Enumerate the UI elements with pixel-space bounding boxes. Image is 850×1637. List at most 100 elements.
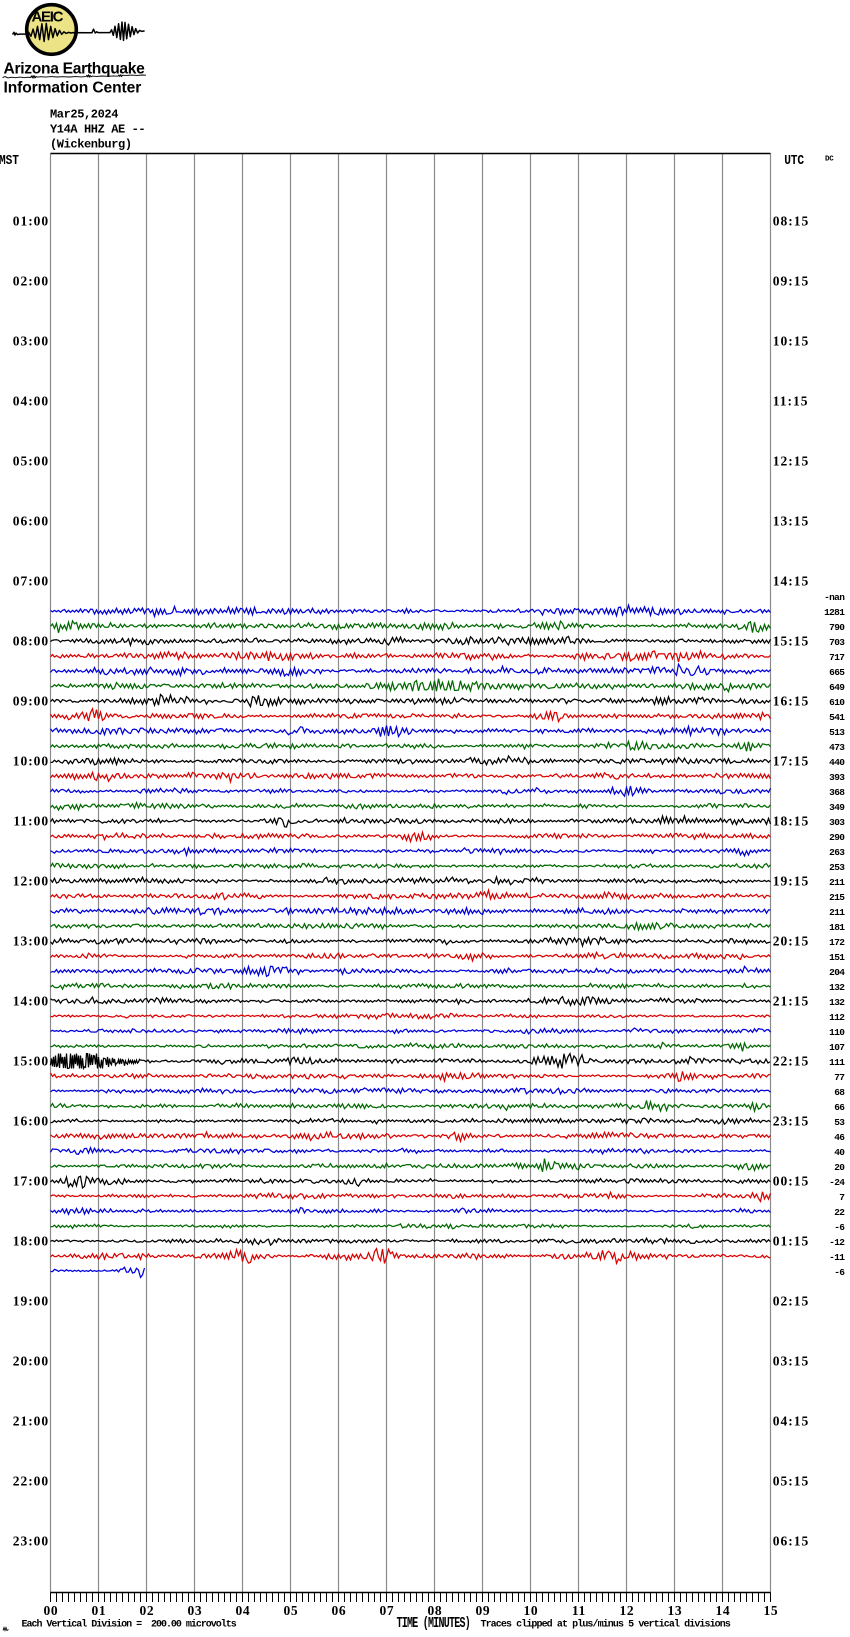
svg-text:132: 132 [829,997,845,1008]
svg-text:665: 665 [829,667,845,678]
svg-text:473: 473 [829,742,845,753]
svg-text:20:15: 20:15 [773,934,810,949]
svg-text:09:15: 09:15 [773,274,810,289]
svg-text:00: 00 [43,1603,58,1618]
svg-text:02:15: 02:15 [773,1294,810,1309]
svg-text:11: 11 [572,1603,586,1618]
svg-text:TIME (MINUTES): TIME (MINUTES) [397,1614,471,1632]
svg-text:05:00: 05:00 [13,454,50,469]
svg-text:08: 08 [427,1603,442,1618]
svg-text:01:15: 01:15 [773,1234,810,1249]
svg-text:Arizona Earthquake: Arizona Earthquake [4,61,146,78]
svg-text:01: 01 [91,1603,106,1618]
svg-text:790: 790 [829,622,845,633]
svg-text:10:15: 10:15 [773,334,810,349]
svg-text:22:15: 22:15 [773,1054,810,1069]
svg-text:111: 111 [829,1057,845,1068]
svg-text:Mar25,2024: Mar25,2024 [50,108,118,122]
svg-text:132: 132 [829,982,845,993]
svg-text:110: 110 [829,1027,845,1038]
svg-text:15:00: 15:00 [13,1054,50,1069]
svg-text:22: 22 [834,1207,845,1218]
svg-text:07:00: 07:00 [13,574,50,589]
svg-text:15: 15 [763,1603,778,1618]
svg-text:172: 172 [829,937,845,948]
svg-text:204: 204 [829,967,845,978]
svg-text:-24: -24 [829,1177,845,1188]
svg-text:112: 112 [829,1012,845,1023]
svg-text:02: 02 [139,1603,154,1618]
svg-text:Traces clipped at plus/minus 5: Traces clipped at plus/minus 5 vertical … [481,1619,731,1631]
svg-text:-11: -11 [829,1252,845,1263]
svg-text:07: 07 [379,1603,394,1618]
svg-text:68: 68 [834,1087,845,1098]
svg-text:-nan: -nan [824,592,845,603]
svg-text:17:00: 17:00 [13,1174,50,1189]
svg-text:215: 215 [829,892,845,903]
svg-text:513: 513 [829,727,845,738]
svg-text:10: 10 [523,1603,538,1618]
svg-text:02:00: 02:00 [13,274,50,289]
svg-text:12: 12 [619,1603,634,1618]
svg-text:-6: -6 [834,1267,845,1278]
svg-text:06:00: 06:00 [13,514,50,529]
svg-text:13:00: 13:00 [13,934,50,949]
svg-text:10:00: 10:00 [13,754,50,769]
svg-text:AEIC: AEIC [32,8,64,25]
svg-text:(Wickenburg): (Wickenburg) [50,138,132,152]
svg-text:303: 303 [829,817,845,828]
svg-text:09: 09 [475,1603,490,1618]
svg-text:18:00: 18:00 [13,1234,50,1249]
svg-text:Y14A HHZ AE --: Y14A HHZ AE -- [50,123,145,137]
svg-text:09:00: 09:00 [13,694,50,709]
svg-text:04:00: 04:00 [13,394,50,409]
svg-text:19:15: 19:15 [773,874,810,889]
svg-text:368: 368 [829,787,845,798]
svg-text:23:15: 23:15 [773,1114,810,1129]
svg-text:440: 440 [829,757,845,768]
svg-text:-12: -12 [829,1237,845,1248]
svg-text:UTC: UTC [784,152,804,169]
svg-text:211: 211 [829,907,845,918]
svg-text:03:15: 03:15 [773,1354,810,1369]
svg-text:05: 05 [283,1603,298,1618]
svg-text:04: 04 [235,1603,250,1618]
svg-text:211: 211 [829,877,845,888]
svg-text:03:00: 03:00 [13,334,50,349]
svg-text:04:15: 04:15 [773,1414,810,1429]
svg-text:14: 14 [715,1603,730,1618]
svg-text:16:15: 16:15 [773,694,810,709]
svg-text:717: 717 [829,652,845,663]
svg-text:06: 06 [331,1603,346,1618]
svg-text:107: 107 [829,1042,845,1053]
svg-text:1281: 1281 [824,607,845,618]
svg-text:703: 703 [829,637,845,648]
svg-text:610: 610 [829,697,845,708]
svg-text:12:00: 12:00 [13,874,50,889]
svg-text:00:15: 00:15 [773,1174,810,1189]
svg-text:20:00: 20:00 [13,1354,50,1369]
svg-text:46: 46 [834,1132,845,1143]
svg-text:21:15: 21:15 [773,994,810,1009]
svg-text:12:15: 12:15 [773,454,810,469]
svg-text:263: 263 [829,847,845,858]
svg-text:17:15: 17:15 [773,754,810,769]
svg-text:15:15: 15:15 [773,634,810,649]
svg-text:649: 649 [829,682,845,693]
svg-text:14:00: 14:00 [13,994,50,1009]
svg-text:14:15: 14:15 [773,574,810,589]
svg-text:06:15: 06:15 [773,1534,810,1549]
svg-text:77: 77 [834,1072,845,1083]
svg-text:393: 393 [829,772,845,783]
svg-text:08:00: 08:00 [13,634,50,649]
svg-text:16:00: 16:00 [13,1114,50,1129]
svg-text:19:00: 19:00 [13,1294,50,1309]
svg-text:01:00: 01:00 [13,214,50,229]
svg-text:22:00: 22:00 [13,1474,50,1489]
svg-text:MST: MST [0,152,19,169]
svg-text:13:15: 13:15 [773,514,810,529]
svg-text:DC: DC [825,156,834,164]
svg-text:23:00: 23:00 [13,1534,50,1549]
svg-text:05:15: 05:15 [773,1474,810,1489]
svg-text:21:00: 21:00 [13,1414,50,1429]
